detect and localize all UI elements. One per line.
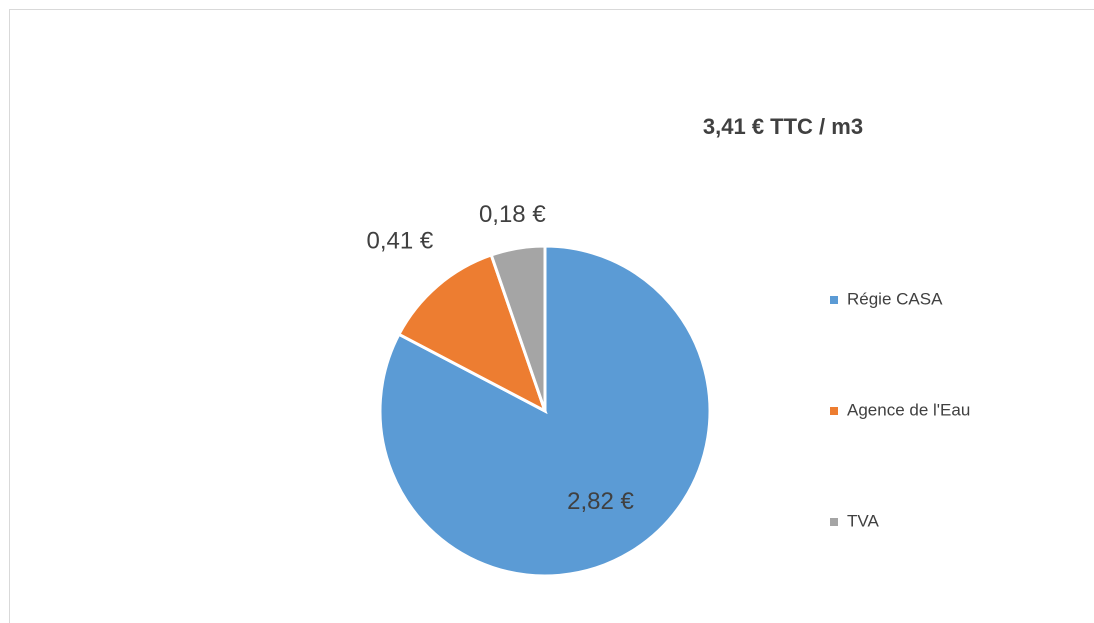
pie-slice [396, 253, 548, 415]
data-label: 0,41 € [367, 227, 434, 254]
legend-label: TVA [847, 511, 879, 530]
data-label: 0,18 € [479, 201, 546, 228]
pie-slice [489, 244, 547, 412]
chart-title: 3,41 € TTC / m3 [703, 114, 863, 139]
legend-marker [830, 407, 838, 415]
legend-marker [830, 296, 838, 304]
legend-label: Régie CASA [847, 289, 943, 308]
legend-label: Agence de l'Eau [847, 400, 970, 419]
legend-marker [830, 518, 838, 526]
data-label: 2,82 € [567, 488, 634, 515]
